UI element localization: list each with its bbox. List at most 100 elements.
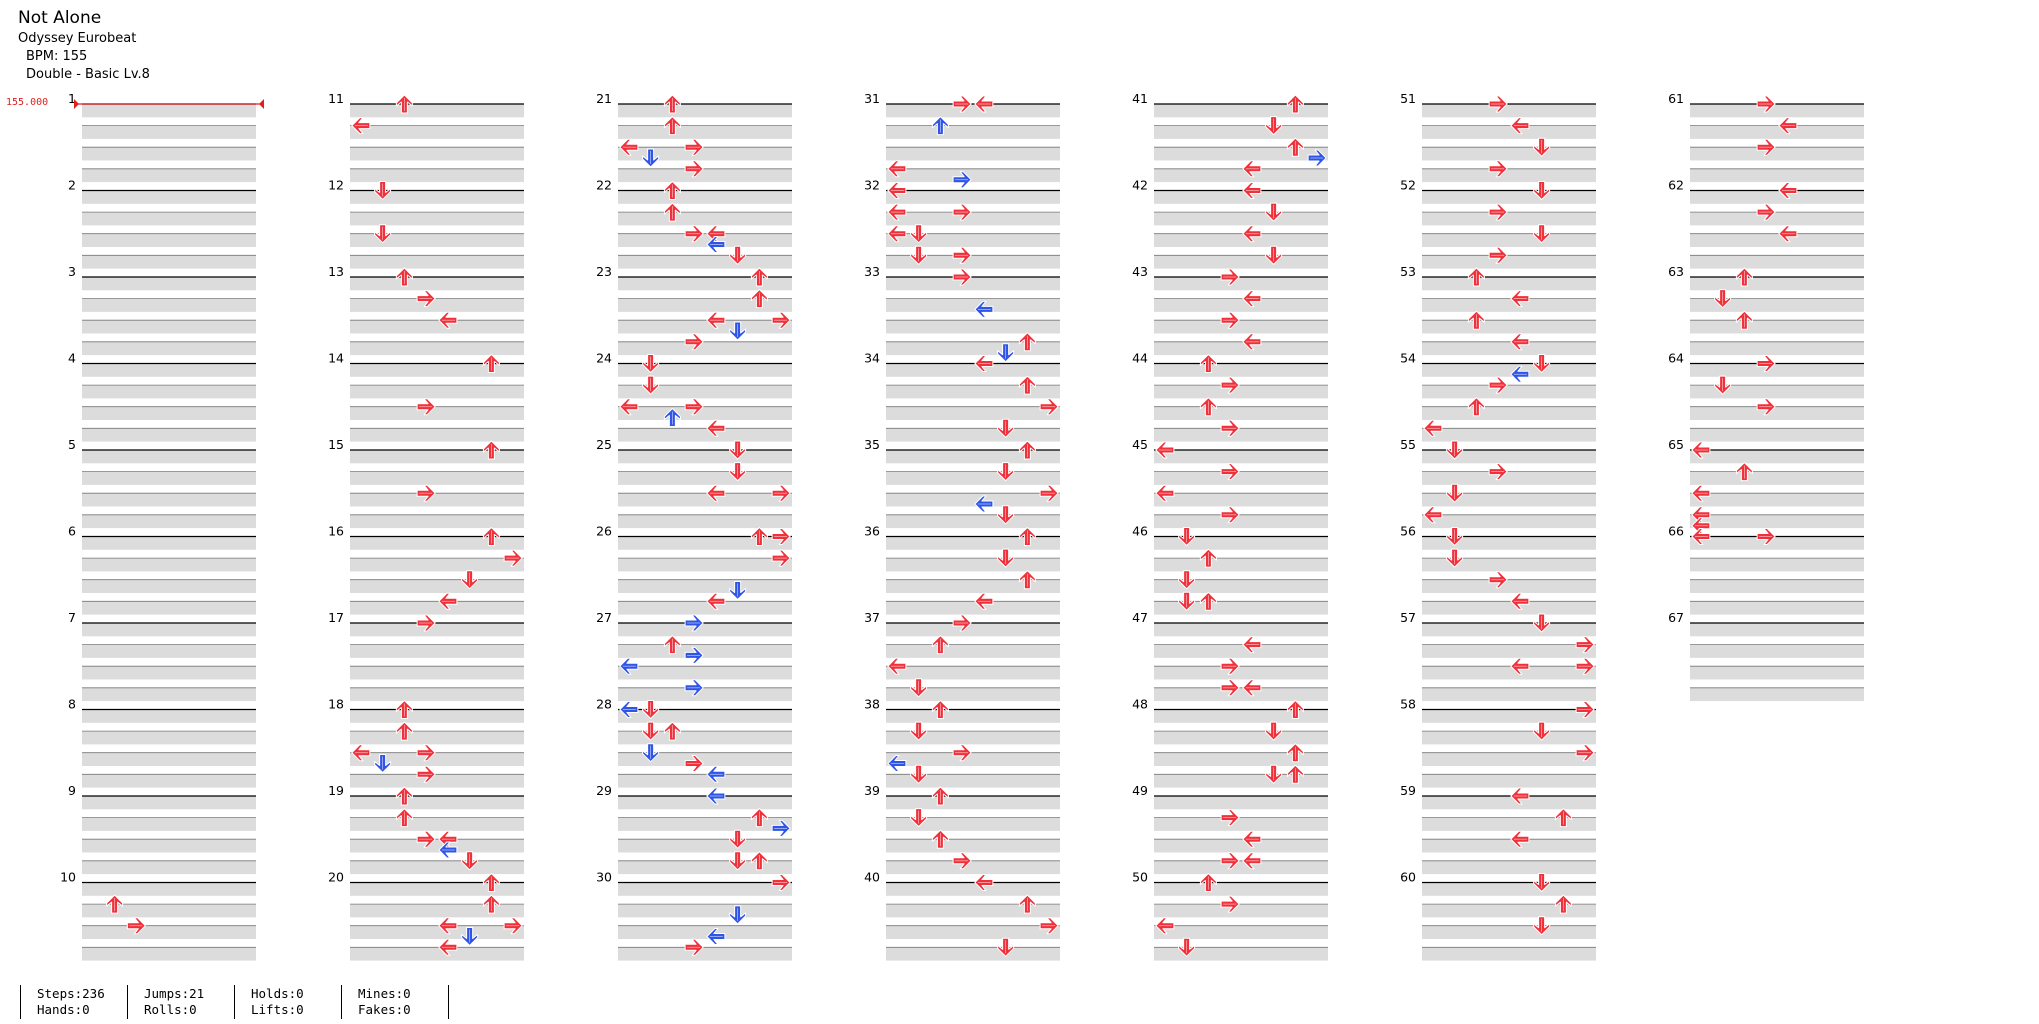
up-arrow-note [1018,894,1036,914]
left-arrow-note [706,419,726,437]
measure: 18 [328,697,524,788]
beat-band [618,947,792,961]
beat-band [350,406,524,420]
beat-band [886,925,1060,939]
down-arrow-note [642,148,660,168]
right-arrow-note [1220,895,1240,913]
beat-band [886,839,1060,853]
beat-band [886,817,1060,831]
measure-number: 13 [328,264,344,279]
measure: 49 [1132,783,1328,875]
beat-band [350,428,524,442]
measure-number: 21 [596,91,612,106]
beat-band [350,104,524,118]
beat-band [82,817,256,831]
beat-band [1154,904,1328,918]
up-arrow-note [1286,764,1304,784]
beat-band [350,233,524,247]
measure-number: 8 [68,697,76,712]
left-arrow-note [1242,830,1262,848]
beat-band [618,839,792,853]
beat-band [886,277,1060,291]
beat-band [886,623,1060,637]
beat-band [886,493,1060,507]
measure-number: 1 [68,91,76,106]
right-arrow-note [416,484,436,502]
down-arrow-note [910,764,928,784]
measure-number: 67 [1668,610,1684,625]
beat-band [618,817,792,831]
left-arrow-note [1242,182,1262,199]
beat-band [1154,233,1328,247]
beat-band [350,558,524,572]
up-arrow-note [663,116,681,136]
up-arrow-note [1199,873,1217,892]
up-arrow-note [482,354,500,373]
beat-band [1690,298,1864,312]
beat-band [1690,666,1864,680]
measure-number: 56 [1400,524,1416,539]
down-arrow-note [997,418,1015,438]
beat-band [82,168,256,183]
left-arrow-note [1242,160,1262,178]
up-arrow-note [1018,527,1036,546]
measure-number: 23 [596,264,612,279]
measure-number: 39 [864,783,880,798]
beat-band [1690,104,1864,118]
left-arrow-note [1242,333,1262,351]
right-arrow-note [771,819,791,837]
down-arrow-note [1265,721,1283,741]
down-arrow-note [1533,137,1551,157]
right-arrow-note [1575,657,1595,675]
measure: 30 [596,870,792,961]
beat-band [1154,709,1328,723]
left-arrow-note [619,398,639,416]
beat-band [1422,514,1596,529]
measure-number: 47 [1132,610,1148,625]
down-arrow-note [642,700,660,719]
measure-number: 36 [864,524,880,539]
right-arrow-note [1756,138,1776,156]
beat-band [886,320,1060,334]
left-arrow-note [1510,592,1530,610]
up-arrow-note [395,267,413,287]
measure-number: 33 [864,264,880,279]
beat-band [1154,104,1328,118]
measure-number: 35 [864,437,880,452]
right-arrow-note [503,549,523,567]
measure: 39 [864,783,1060,875]
measure: 53 [1400,264,1596,356]
down-arrow-note [461,570,479,590]
right-arrow-note [416,830,436,848]
beat-band [1154,623,1328,637]
beat-band [350,450,524,464]
measure-number: 53 [1400,264,1416,279]
beat-band [1154,298,1328,312]
beat-band [1422,363,1596,377]
up-arrow-note [395,808,413,828]
beat-band [1154,320,1328,334]
beat-band [1690,363,1864,377]
beat-band [1154,125,1328,139]
beat-band [1422,558,1596,572]
right-arrow-note [684,138,704,156]
measure-number: 4 [68,351,76,366]
measure: 60 [1400,870,1596,961]
stat-group: Holds:0 Lifts:0 [234,985,341,1019]
beat-band [350,687,524,702]
beat-band [1422,601,1596,615]
beat-band [886,428,1060,442]
beat-band [1422,860,1596,875]
beat-band [82,752,256,766]
down-arrow-note [1446,440,1464,460]
stat-fakes: Fakes:0 [358,1002,411,1017]
left-arrow-note [438,311,458,329]
measure-number: 19 [328,783,344,798]
down-arrow-note [1533,873,1551,892]
beat-band [350,666,524,680]
measure-number: 51 [1400,91,1416,106]
left-arrow-note [1691,484,1711,502]
beat-band [82,904,256,918]
beat-band [618,341,792,356]
beat-band [350,904,524,918]
